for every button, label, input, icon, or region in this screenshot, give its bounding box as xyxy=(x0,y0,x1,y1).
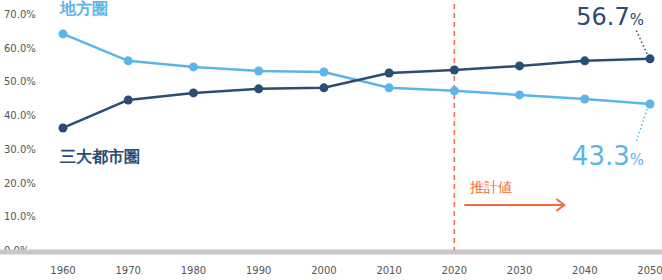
tick-mark xyxy=(519,255,520,256)
x-tick-label: 2040 xyxy=(572,265,597,276)
y-axis: 0.0%10.0%20.0%30.0%40.0%50.0%60.0%70.0% xyxy=(4,9,62,256)
x-tick-label: 1980 xyxy=(181,265,206,276)
tick-mark xyxy=(454,255,455,256)
data-label: 56.7% xyxy=(576,3,644,31)
data-point xyxy=(124,95,133,104)
tick-mark xyxy=(389,255,390,256)
tick-mark xyxy=(59,47,62,48)
tick-mark xyxy=(193,255,194,256)
x-tick-label: 2000 xyxy=(311,265,336,276)
labels: 地方圏 43.3% 三大都市圏 56.7% xyxy=(59,0,647,171)
x-tick-label: 1960 xyxy=(50,265,75,276)
annotation: 推計値 xyxy=(454,4,564,250)
tick-mark xyxy=(650,255,651,256)
data-point xyxy=(385,83,394,92)
data-point xyxy=(254,84,263,93)
tick-mark xyxy=(584,255,585,256)
data-point xyxy=(646,100,655,109)
data-point xyxy=(189,62,198,71)
series-name: 三大都市圏 xyxy=(60,147,140,166)
data-point xyxy=(385,69,394,78)
y-tick-label: 30.0% xyxy=(4,144,36,155)
data-point xyxy=(515,90,524,99)
x-tick-label: 2020 xyxy=(442,265,467,276)
data-point xyxy=(450,86,459,95)
data-point xyxy=(189,88,198,97)
data-point xyxy=(319,83,328,92)
y-tick-label: 20.0% xyxy=(4,178,36,189)
data-point xyxy=(254,66,263,75)
projection-line xyxy=(454,4,456,250)
x-tick-label: 1990 xyxy=(246,265,271,276)
data-point xyxy=(515,61,524,70)
tick-mark xyxy=(63,255,64,256)
data-point xyxy=(580,56,589,65)
label-leader xyxy=(636,30,647,54)
y-tick-label: 60.0% xyxy=(4,43,36,54)
x-tick-label: 2010 xyxy=(376,265,401,276)
series-name: 地方圏 xyxy=(59,0,108,18)
tick-mark xyxy=(128,255,129,256)
data-label: 43.3% xyxy=(572,141,644,171)
tick-mark xyxy=(59,115,62,116)
tick-mark xyxy=(59,182,62,183)
tick-mark xyxy=(258,255,259,256)
y-tick-label: 70.0% xyxy=(4,9,36,20)
tick-mark xyxy=(323,255,324,256)
plot-area xyxy=(59,29,655,132)
series-line xyxy=(63,34,650,104)
data-point xyxy=(580,94,589,103)
data-point xyxy=(450,65,459,74)
data-point xyxy=(59,123,68,132)
x-tick-label: 2050 xyxy=(637,265,662,276)
data-point xyxy=(319,67,328,76)
chart: 0.0%10.0%20.0%30.0%40.0%50.0%60.0%70.0%1… xyxy=(0,0,662,280)
x-axis: 1960 1970 1980 1990 2000 2010 2020 2030 2040 2050 xyxy=(50,255,662,276)
series-line xyxy=(63,59,650,128)
data-point xyxy=(646,54,655,63)
arrow-head xyxy=(556,199,564,211)
tick-mark xyxy=(59,216,62,217)
tick-mark xyxy=(59,81,62,82)
y-tick-label: 40.0% xyxy=(4,110,36,121)
label-leader xyxy=(636,109,647,143)
y-tick-label: 50.0% xyxy=(4,76,36,87)
x-tick-label: 2030 xyxy=(507,265,532,276)
annotation-label: 推計値 xyxy=(470,179,512,195)
x-tick-label: 1970 xyxy=(115,265,140,276)
y-tick-label: 10.0% xyxy=(4,211,36,222)
x-axis-line xyxy=(0,250,662,255)
arrow-shaft xyxy=(464,204,562,206)
data-point xyxy=(124,56,133,65)
data-point xyxy=(59,29,68,38)
